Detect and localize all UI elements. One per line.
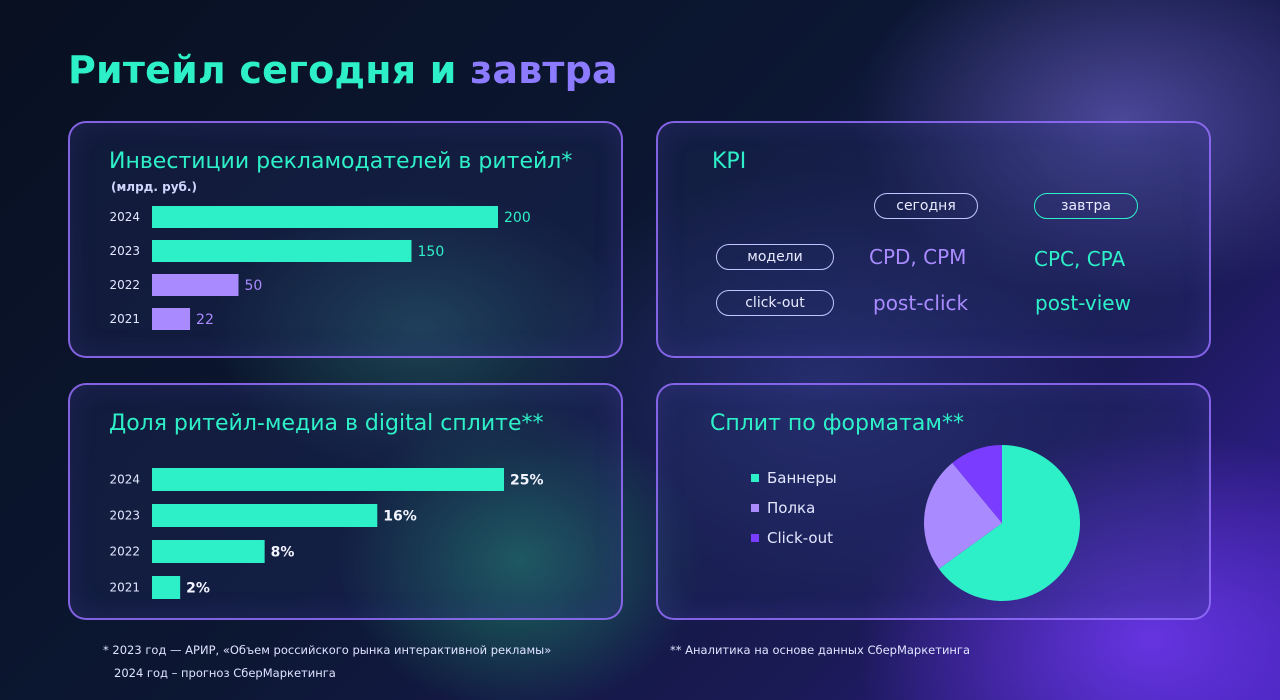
legend-swatch-banners [751,474,759,482]
bar-value-label: 8% [271,545,295,561]
share-title: Доля ритейл-медиа в digital сплите** [109,411,544,436]
kpi-row-models: модели [716,244,834,270]
bar [152,576,181,599]
bar-value-label: 16% [383,509,417,525]
footnote-2: ** Аналитика на основе данных СберМаркет… [670,643,971,657]
bar-category-label: 2021 [109,312,140,326]
bar-category-label: 2021 [109,581,140,595]
kpi-clickout-today: post-click [873,291,969,315]
bar-category-label: 2022 [109,545,140,559]
bar [152,274,239,296]
bar-value-label: 2% [186,581,210,597]
bar-category-label: 2023 [109,244,140,258]
kpi-models-tomorrow: CPC, CPA [1034,247,1126,271]
kpi-models-today: CPD, CPM [869,245,967,269]
bar [152,240,412,262]
footnote-1-line2: 2024 год – прогноз СберМаркетинга [114,666,336,680]
footnote-1: * 2023 год — АРИР, «Объем российского ры… [103,643,552,657]
kpi-title: KPI [712,149,747,174]
legend-swatch-clickout [751,534,759,542]
legend-swatch-shelf [751,504,759,512]
bar-category-label: 2024 [109,473,140,487]
kpi-clickout-tomorrow: post-view [1035,291,1131,315]
bar-value-label: 50 [245,278,263,294]
legend-item-banners: Баннеры [751,469,837,487]
bar-category-label: 2023 [109,509,140,523]
bar-category-label: 2024 [109,210,140,224]
bar [152,308,191,330]
bar [152,540,265,563]
pie-slice-1 [924,462,1002,569]
investments-subtitle: (млрд. руб.) [111,180,197,194]
page-title: Ритейл сегодня и завтра [68,48,618,92]
bar-value-label: 200 [504,210,531,226]
bar-value-label: 25% [510,473,544,489]
bar-value-label: 22 [196,312,214,328]
share-card: Доля ритейл-медиа в digital сплите** 202… [68,383,623,620]
split-pie-chart [924,445,1080,601]
bar-value-label: 150 [418,244,445,260]
share-bar-chart: 2024 25% 2023 16% 2022 8% 2021 2% [109,468,544,599]
bar [152,468,504,491]
pie-slice-0 [938,445,1080,601]
legend-item-shelf: Полка [751,499,815,517]
investments-card: Инвестиции рекламодателей в ритейл* (млр… [68,121,623,358]
pie-slice-2 [952,445,1002,523]
kpi-col-today: сегодня [874,193,978,219]
kpi-col-tomorrow: завтра [1034,193,1138,219]
bar-category-label: 2022 [109,278,140,292]
legend-item-clickout: Click-out [751,529,833,547]
investments-bar-chart: 2024 200 2023 150 2022 50 2021 22 [109,206,531,330]
kpi-card: KPI сегодня завтра модели CPD, CPM CPC, … [656,121,1211,358]
bar [152,206,498,228]
investments-title: Инвестиции рекламодателей в ритейл* [109,149,573,174]
kpi-row-clickout: click-out [716,290,834,316]
bar [152,504,378,527]
split-title: Сплит по форматам** [710,411,964,436]
split-card: Сплит по форматам** Баннеры Полка Click-… [656,383,1211,620]
